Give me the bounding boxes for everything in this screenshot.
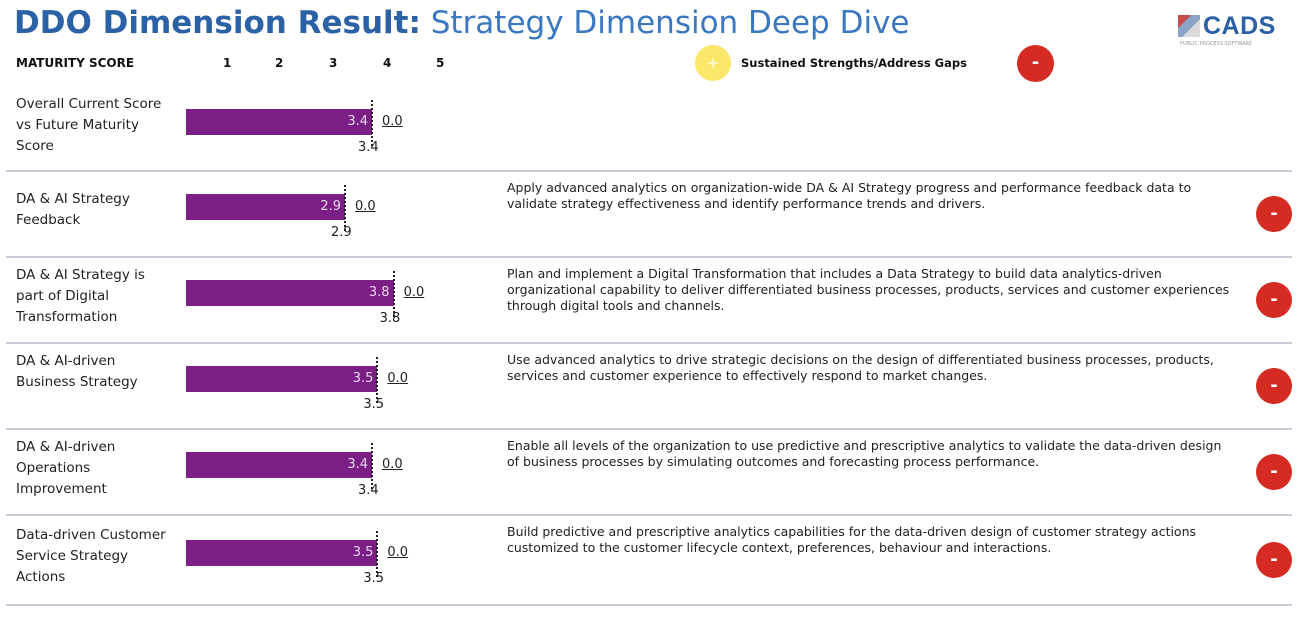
score-marker-line — [344, 185, 346, 231]
recommendation-text: Plan and implement a Digital Transformat… — [507, 266, 1230, 313]
recommendation-text: Use advanced analytics to drive strategi… — [507, 352, 1214, 383]
future-score-label: 0.0 — [355, 199, 376, 214]
current-score-value: 3.5 — [363, 571, 385, 586]
row-label: DA & AI Strategy is part of Digital Tran… — [16, 266, 145, 325]
current-score-bar-label: 3.5 — [352, 371, 374, 386]
scale-tick-3: 3 — [329, 56, 338, 70]
maturity-score-label: MATURITY SCORE — [16, 56, 135, 70]
scale-tick-5: 5 — [436, 56, 445, 70]
scale-tick-2: 2 — [275, 56, 284, 70]
page-title-sub: Strategy Dimension Deep Dive — [430, 5, 910, 41]
page-title: DDO Dimension Result: Strategy Dimension… — [14, 3, 910, 43]
cads-logo-tagline: PUBLIC PROCESS SOFTWARE — [1180, 41, 1253, 47]
recommendation-text: Enable all levels of the organization to… — [507, 438, 1222, 469]
row-label: Overall Current Score vs Future Maturity… — [16, 95, 162, 154]
score-marker-line — [371, 100, 373, 146]
future-score-label: 0.0 — [382, 114, 403, 129]
row-divider — [6, 514, 1292, 516]
current-score-bar — [186, 280, 394, 306]
current-score-value: 3.4 — [358, 140, 379, 155]
current-score-bar-label: 3.4 — [347, 114, 368, 129]
row-divider — [6, 604, 1292, 606]
recommendation-text: Build predictive and prescriptive analyt… — [507, 524, 1197, 555]
score-marker-line — [371, 443, 373, 489]
score-marker-line — [392, 271, 395, 317]
row-label: Data-driven Customer Service Strategy Ac… — [16, 526, 166, 585]
gap-indicator-minus-icon: - — [1256, 196, 1292, 232]
cads-logo: CADS PUBLIC PROCESS SOFTWARE — [1178, 12, 1288, 48]
current-score-value: 3.4 — [358, 483, 379, 498]
scale-tick-4: 4 — [383, 56, 392, 70]
legend-middle-label: Sustained Strengths/Address Gaps — [741, 56, 967, 70]
current-score-bar — [186, 452, 372, 478]
gap-indicator-minus-icon: - — [1256, 368, 1292, 404]
cads-logo-mark-icon — [1178, 15, 1200, 37]
current-score-bar — [186, 109, 372, 135]
gap-indicator-minus-icon: - — [1256, 454, 1292, 490]
current-score-value: 3.8 — [379, 311, 401, 326]
future-score-label: 0.0 — [387, 371, 409, 386]
row-label: DA & AI Strategy Feedback — [16, 191, 130, 228]
future-score-label: 0.0 — [382, 457, 403, 472]
score-marker-line — [376, 531, 379, 577]
current-score-value: 3.5 — [363, 397, 385, 412]
row-divider — [6, 342, 1292, 344]
row-divider — [6, 170, 1292, 172]
current-score-bar-label: 3.4 — [347, 457, 368, 472]
future-score-label: 0.0 — [403, 285, 425, 300]
current-score-bar — [186, 540, 378, 566]
minus-legend-icon: - — [1017, 45, 1054, 82]
cads-logo-text: CADS — [1203, 12, 1276, 40]
current-score-bar-label: 2.9 — [320, 199, 341, 214]
future-score-label: 0.0 — [387, 545, 409, 560]
current-score-bar — [186, 194, 345, 220]
gap-indicator-minus-icon: - — [1256, 282, 1292, 318]
row-label: DA & AI-driven Operations Improvement — [16, 438, 116, 497]
recommendation-text: Apply advanced analytics on organization… — [507, 180, 1192, 211]
row-divider — [6, 428, 1292, 430]
scale-tick-1: 1 — [223, 56, 232, 70]
gap-indicator-minus-icon: - — [1256, 542, 1292, 578]
current-score-value: 2.9 — [331, 225, 352, 240]
current-score-bar-label: 3.8 — [368, 285, 390, 300]
current-score-bar — [186, 366, 378, 392]
plus-legend-icon: + — [695, 45, 731, 81]
page-title-main: DDO Dimension Result: — [14, 5, 421, 41]
row-label: DA & AI-driven Business Strategy — [16, 352, 138, 390]
row-divider — [6, 256, 1292, 258]
current-score-bar-label: 3.5 — [352, 545, 374, 560]
score-marker-line — [376, 357, 379, 403]
